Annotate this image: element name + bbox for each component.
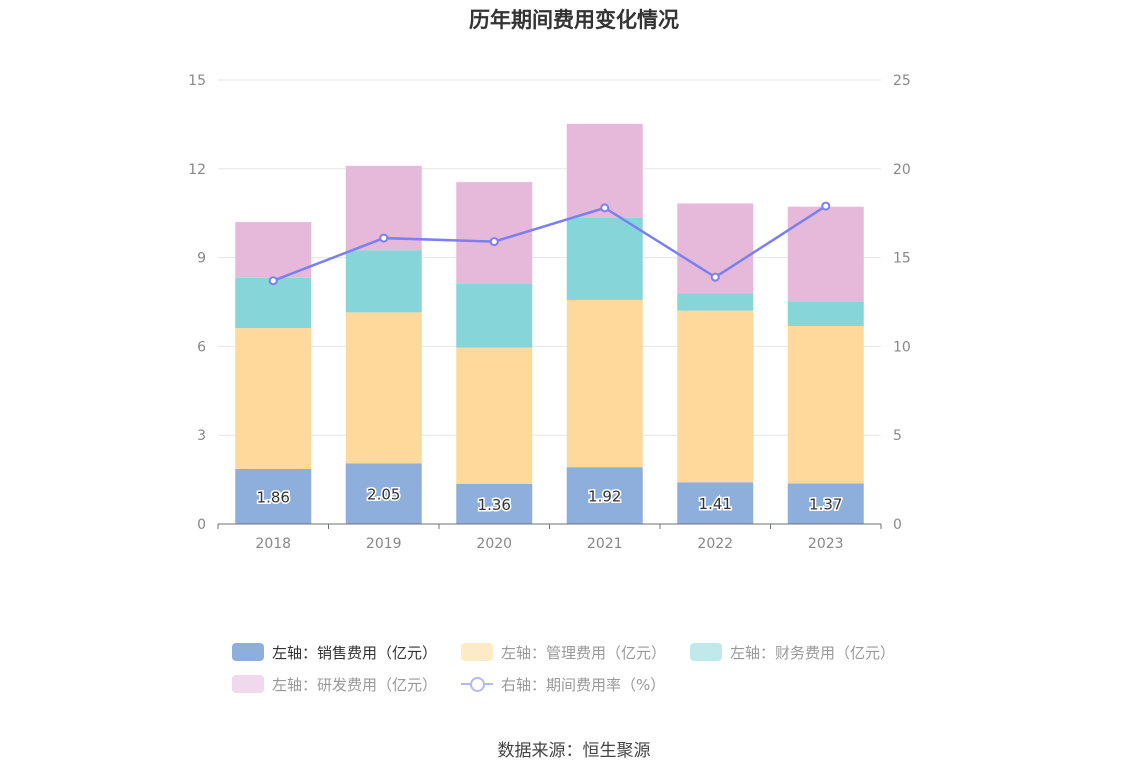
x-tick-label: 2022 xyxy=(697,536,733,552)
rate-point xyxy=(379,233,389,243)
bar-segment-3 xyxy=(787,302,864,326)
data-label: 1.41 xyxy=(699,495,732,513)
legend: 左轴：销售费用（亿元） 左轴：管理费用（亿元） 左轴：财务费用（亿元） 左轴：研… xyxy=(232,636,932,700)
bar-segment-1 xyxy=(677,482,754,524)
rate-point xyxy=(600,203,610,213)
rate-point xyxy=(268,276,278,286)
bar-segment-3 xyxy=(677,293,754,311)
legend-label-rate: 右轴：期间费用率（%） xyxy=(501,675,666,694)
legend-item-admin[interactable]: 左轴：管理费用（亿元） xyxy=(461,642,666,663)
legend-item-sales[interactable]: 左轴：销售费用（亿元） xyxy=(232,642,437,663)
data-label: 1.86 xyxy=(257,488,290,506)
y-right-tick-label: 25 xyxy=(893,73,911,89)
bar-segment-1 xyxy=(345,463,422,524)
bar-segment-4 xyxy=(566,123,643,218)
data-label: 1.92 xyxy=(588,488,621,506)
bar-segment-2 xyxy=(345,312,422,464)
bar-segment-2 xyxy=(456,347,533,484)
x-tick-label: 2019 xyxy=(366,536,402,552)
legend-label-finance: 左轴：财务费用（亿元） xyxy=(730,643,896,662)
rate-point xyxy=(489,237,499,247)
bar-segment-3 xyxy=(566,217,643,300)
legend-label-sales: 左轴：销售费用（亿元） xyxy=(272,643,438,662)
legend-swatch-admin xyxy=(461,643,494,661)
rate-line xyxy=(272,205,827,282)
x-tick-label: 2023 xyxy=(808,536,844,552)
x-tick-label: 2020 xyxy=(476,536,512,552)
y-right-tick-label: 10 xyxy=(893,339,911,355)
y-left-tick-label: 6 xyxy=(197,339,206,355)
legend-swatch-rate xyxy=(461,675,494,693)
rate-point xyxy=(710,272,720,282)
x-tick-label: 2021 xyxy=(587,536,623,552)
x-tick-label: 2018 xyxy=(255,536,291,552)
data-label: 1.37 xyxy=(809,496,842,514)
bar-segment-3 xyxy=(456,283,533,348)
chart-plot: 0 3 6 9 12 15 0 5 10 15 20 25 2018 2019 2020 2021 2022 20… xyxy=(188,73,911,552)
legend-label-admin: 左轴：管理费用（亿元） xyxy=(501,643,667,662)
legend-swatch-sales xyxy=(232,643,264,661)
y-right-tick-label: 15 xyxy=(893,251,911,267)
bar-segment-2 xyxy=(235,328,312,469)
bar-segment-2 xyxy=(677,310,754,483)
bar-segment-1 xyxy=(787,483,864,524)
legend-item-finance[interactable]: 左轴：财务费用（亿元） xyxy=(690,642,895,663)
data-label: 2.05 xyxy=(367,486,400,504)
y-right-tick-label: 20 xyxy=(893,162,911,178)
y-left-tick-label: 3 xyxy=(197,428,206,444)
data-label: 1.36 xyxy=(478,496,511,514)
legend-item-rate[interactable]: 右轴：期间费用率（%） xyxy=(461,674,665,695)
bar-segment-1 xyxy=(566,467,643,524)
y-right-tick-label: 5 xyxy=(893,428,902,444)
y-left-tick-label: 0 xyxy=(197,517,206,533)
rate-point xyxy=(821,201,831,211)
legend-label-rnd: 左轴：研发费用（亿元） xyxy=(272,675,438,694)
bar-segment-4 xyxy=(235,222,312,278)
source-note: 数据来源：恒生聚源 xyxy=(497,741,651,761)
legend-swatch-rnd xyxy=(232,675,264,693)
y-left-tick-label: 12 xyxy=(188,162,206,178)
bar-segment-2 xyxy=(566,299,643,468)
bar-segment-1 xyxy=(235,468,312,524)
bar-segment-3 xyxy=(235,277,312,329)
chart-title: 历年期间费用变化情况 xyxy=(469,8,679,32)
legend-swatch-finance xyxy=(690,643,723,661)
bar-segment-4 xyxy=(787,206,864,302)
bar-segment-3 xyxy=(345,250,422,313)
bar-segment-2 xyxy=(787,325,864,484)
y-left-tick-label: 9 xyxy=(197,251,206,267)
y-left-tick-label: 15 xyxy=(188,73,206,89)
bar-segment-1 xyxy=(456,483,533,524)
y-right-tick-label: 0 xyxy=(893,517,902,533)
legend-item-rnd[interactable]: 左轴：研发费用（亿元） xyxy=(232,674,437,695)
